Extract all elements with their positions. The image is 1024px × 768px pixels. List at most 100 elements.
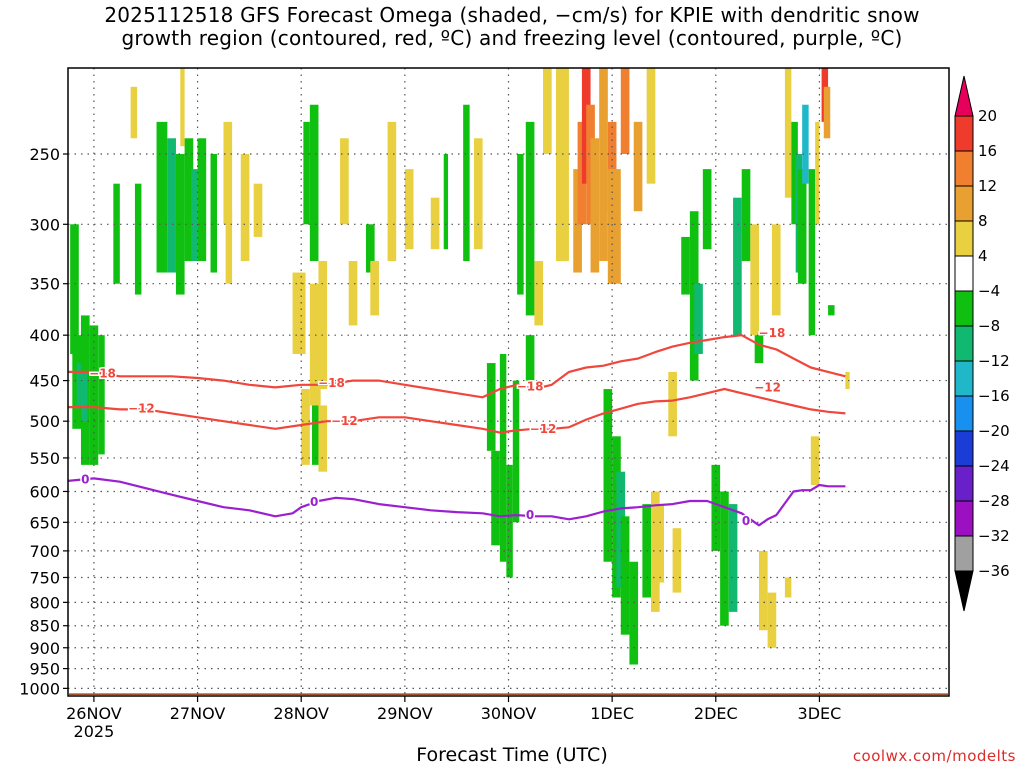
- colorbar-level-label: 16: [978, 142, 997, 160]
- omega-shade-cell: [506, 464, 513, 578]
- x-tick-label: 1DEC: [590, 704, 634, 723]
- colorbar-swatch: [954, 150, 974, 187]
- colorbar-level-label: −8: [978, 317, 1000, 335]
- omega-shade-cell: [303, 121, 310, 225]
- y-tick-label: 300: [29, 215, 60, 234]
- y-tick-label: 950: [29, 660, 60, 679]
- colorbar-swatch: [954, 255, 974, 292]
- omega-shade-cell: [301, 389, 310, 465]
- omega-shade-cell: [318, 405, 328, 472]
- contour-label: −12: [530, 422, 557, 436]
- x-tick-label: 29NOV: [377, 704, 433, 723]
- chart-title-line-1: 2025112518 GFS Forecast Omega (shaded, −…: [104, 3, 920, 27]
- colorbar-bottom-arrow: [954, 570, 974, 612]
- omega-shade-cell: [70, 224, 79, 354]
- colorbar-level-label: −4: [978, 282, 1000, 300]
- omega-shade-cell: [599, 68, 608, 262]
- omega-shade-cell: [767, 592, 777, 648]
- omega-shade-cell: [98, 335, 105, 455]
- omega-shade-cell: [620, 68, 630, 155]
- colorbar-level-label: 20: [978, 107, 997, 125]
- omega-shade-cell: [702, 169, 712, 250]
- omega-shade-cell: [754, 335, 764, 364]
- omega-shade-cell: [711, 464, 721, 551]
- omega-shade-cell: [646, 68, 656, 184]
- omega-shade-cell: [810, 436, 820, 485]
- y-tick-label: 850: [29, 617, 60, 636]
- contour-label: −18: [517, 380, 544, 394]
- omega-shade-cell: [556, 68, 569, 262]
- omega-shade-cell: [240, 154, 250, 262]
- omega-shade-cell: [823, 86, 831, 139]
- y-tick-label: 500: [29, 412, 60, 431]
- colorbar-swatch: [954, 220, 974, 257]
- omega-shade-cell: [443, 154, 449, 250]
- contour-label: 0: [526, 508, 534, 522]
- colorbar-level-label: −12: [978, 352, 1010, 370]
- omega-shade-cell: [180, 68, 185, 147]
- contour-line--18: [68, 334, 846, 399]
- colorbar-swatch: [954, 430, 974, 467]
- omega-shade-cell: [694, 283, 703, 354]
- ground-surface: [69, 693, 948, 695]
- omega-shade-cell: [808, 169, 816, 336]
- omega-shade-cell: [655, 504, 664, 583]
- ground-surface-layer: [69, 693, 948, 695]
- omega-shade-cell: [784, 577, 792, 598]
- omega-shade-cell: [309, 283, 321, 406]
- contour-label: −12: [754, 380, 781, 394]
- omega-shade-cell: [130, 86, 138, 139]
- gridlines-layer: [68, 68, 949, 696]
- y-tick-label: 1000: [19, 679, 60, 698]
- omega-shade-cell: [568, 68, 578, 212]
- omega-shade-cell: [633, 121, 643, 212]
- omega-shade-cell: [113, 183, 120, 284]
- colorbar-swatch: [954, 115, 974, 152]
- y-tick-label: 750: [29, 568, 60, 587]
- colorbar-swatch: [954, 325, 974, 362]
- x-tick-label: 30NOV: [481, 704, 537, 723]
- contour-label: 0: [310, 495, 318, 509]
- omega-shade-cell: [525, 121, 535, 316]
- omega-shade-cell: [758, 550, 768, 631]
- y-tick-label: 400: [29, 326, 60, 345]
- chart-title-line-2: growth region (contoured, red, ºC) and f…: [121, 26, 903, 50]
- omega-shade-cell: [784, 68, 792, 198]
- omega-shade-cell: [387, 121, 397, 262]
- omega-shade-cell: [473, 138, 483, 250]
- omega-shade-cell: [590, 138, 600, 273]
- omega-shade-cell: [771, 224, 781, 316]
- y-tick-label: 650: [29, 513, 60, 532]
- omega-shade-cell: [668, 371, 677, 437]
- omega-shade-cell: [62, 184, 64, 225]
- contour-line--12: [68, 387, 846, 434]
- omega-shade-cell: [167, 138, 176, 273]
- colorbar-swatch: [954, 360, 974, 397]
- omega-shade-cell: [802, 104, 809, 184]
- omega-shade-cell: [791, 121, 798, 225]
- omega-shade-cell: [672, 528, 682, 593]
- colorbar-level-label: −36: [978, 562, 1010, 580]
- y-tick-label: 350: [29, 275, 60, 294]
- omega-shade-cell: [318, 261, 328, 390]
- colorbar-swatch: [954, 185, 974, 222]
- contour-label: −12: [128, 402, 155, 416]
- contour-label: −18: [759, 326, 786, 340]
- omega-shade-cell: [512, 380, 520, 523]
- omega-shade-cell: [370, 261, 379, 316]
- y-tick-label: 700: [29, 542, 60, 561]
- x-axis-title: Forecast Time (UTC): [416, 744, 608, 766]
- omega-shade-cell: [309, 104, 319, 262]
- y-tick-label: 900: [29, 639, 60, 658]
- omega-shade-cell: [210, 154, 217, 273]
- omega-colorbar: 20 16 12 8 4 −4 −8 −12 −16 −20 −24 −28 −32 −36: [954, 75, 1010, 612]
- x-tick-label: 28NOV: [273, 704, 329, 723]
- omega-shade-cell: [629, 561, 639, 665]
- x-tick-label: 27NOV: [170, 704, 226, 723]
- y-tick-label: 800: [29, 593, 60, 612]
- contour-line-0: [68, 477, 846, 527]
- omega-shade-cell: [728, 504, 738, 612]
- colorbar-level-label: −20: [978, 422, 1010, 440]
